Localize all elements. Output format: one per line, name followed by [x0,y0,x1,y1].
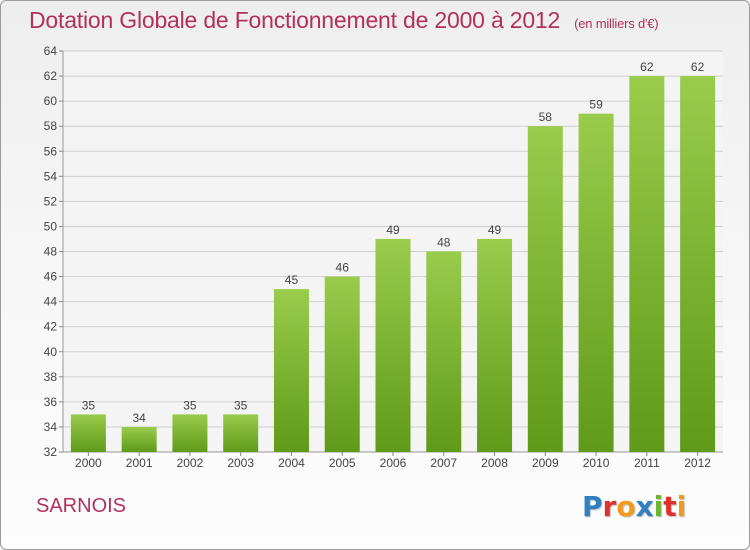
data-label: 35 [234,398,248,412]
y-tick-label: 56 [44,144,58,158]
bar [172,414,208,452]
x-tick-label: 2012 [684,456,711,470]
bar [629,76,665,452]
data-label: 48 [437,236,451,250]
y-tick-label: 54 [44,169,58,183]
chart-title: Dotation Globale de Fonctionnement de 20… [29,7,659,34]
x-tick-label: 2008 [481,456,508,470]
data-label: 49 [488,223,502,237]
x-tick-label: 2000 [75,456,102,470]
data-label: 62 [640,60,654,74]
commune-name: SARNOIS [36,495,127,517]
data-label: 35 [82,398,96,412]
y-tick-label: 48 [44,245,58,259]
proxiti-logo: Proxiti [582,490,686,523]
logo-letter: i [676,490,687,523]
bar [578,113,614,452]
y-tick-label: 64 [44,44,58,58]
y-tick-label: 32 [44,445,58,459]
bar [121,426,157,452]
bar [70,414,106,452]
data-label: 34 [132,411,146,425]
x-tick-label: 2003 [227,456,254,470]
bar [273,289,309,452]
chart-title-text: Dotation Globale de Fonctionnement de 20… [29,7,561,33]
bar [527,126,563,452]
x-tick-label: 2007 [430,456,457,470]
bar [426,251,462,452]
bar [324,276,360,452]
logo-letter: x [635,490,654,523]
logo-letter: o [616,490,636,523]
data-label: 46 [336,261,350,275]
y-tick-label: 52 [44,194,58,208]
data-label: 58 [539,110,553,124]
bar [680,76,716,452]
chart-subtitle: (en milliers d'€) [574,16,659,31]
x-tick-label: 2011 [634,456,660,470]
y-tick-label: 46 [44,270,58,284]
logo-letter: t [663,490,677,523]
x-tick-label: 2002 [177,456,204,470]
y-tick-label: 36 [44,395,58,409]
data-label: 35 [183,398,197,412]
bar [375,238,411,452]
x-tick-label: 2004 [278,456,305,470]
data-label: 45 [285,273,299,287]
x-tick-label: 2009 [532,456,559,470]
x-tick-label: 2006 [380,456,407,470]
bar [477,238,513,452]
y-tick-label: 62 [44,69,58,83]
data-label: 62 [691,60,705,74]
y-tick-label: 38 [44,370,58,384]
y-tick-label: 44 [44,295,58,309]
logo-letter: r [602,490,617,523]
y-tick-label: 50 [44,219,58,233]
logo-letter: i [653,490,664,523]
data-label: 59 [589,98,603,112]
y-tick-label: 34 [44,420,58,434]
y-tick-label: 60 [44,94,58,108]
x-tick-label: 2001 [126,456,153,470]
logo-letter: P [582,490,603,523]
data-label: 49 [386,223,400,237]
bar [223,414,259,452]
y-tick-label: 42 [44,320,58,334]
y-tick-label: 58 [44,119,58,133]
y-tick-label: 40 [44,345,58,359]
x-tick-label: 2005 [329,456,356,470]
x-tick-label: 2010 [583,456,610,470]
